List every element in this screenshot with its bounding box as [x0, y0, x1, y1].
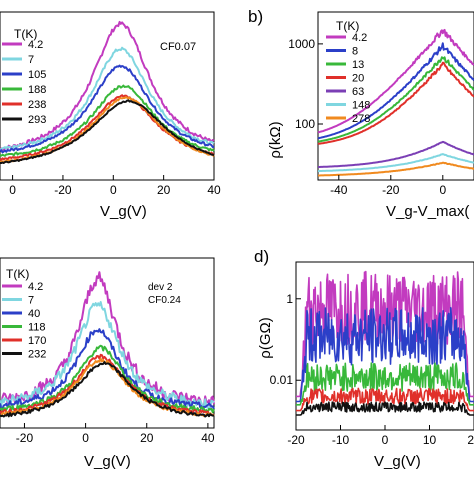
y-tick-label: 1000 — [288, 37, 315, 51]
series-line — [0, 361, 215, 418]
panel-c-x-ticks: -20 0 20 40 — [16, 423, 215, 445]
series-line — [295, 387, 474, 412]
x-tick-label: 20 — [467, 433, 474, 447]
y-tick-label: 0.01 — [270, 373, 294, 387]
x-tick-label: -20 — [16, 431, 34, 445]
panel-c-curves — [0, 271, 215, 418]
legend-label: 170 — [28, 335, 46, 347]
panel-b-y-label: ρ(kΩ) — [267, 121, 284, 158]
panel-b-curves — [317, 28, 474, 177]
panel-a-curves — [0, 20, 215, 164]
legend-label: 40 — [28, 308, 40, 320]
legend-label: 148 — [352, 100, 370, 112]
legend-label: 13 — [352, 59, 364, 71]
panel-b-ticks: -40 -20 0 1000 100 — [288, 37, 446, 197]
panel-d-curves — [295, 270, 474, 416]
panel-c-x-label: V_g(V) — [84, 453, 131, 470]
series-line — [317, 42, 474, 140]
panel-a-x-label: V_g(V) — [100, 203, 147, 220]
series-line — [0, 64, 215, 154]
legend-label: 8 — [352, 46, 358, 58]
x-tick-label: 0 — [439, 183, 446, 197]
panel-a-annotation: CF0.07 — [160, 41, 196, 53]
x-tick-label: 0 — [110, 183, 117, 197]
legend-label: 7 — [28, 54, 34, 66]
x-tick-label: -40 — [330, 183, 348, 197]
panel-a-legend-title: T(K) — [14, 27, 37, 41]
panel-c-legend-title: T(K) — [6, 267, 29, 281]
panel-d-ticks: -20 -10 0 10 20 1 0.01 — [270, 292, 474, 447]
legend-label: 118 — [28, 322, 46, 334]
series-line — [295, 362, 474, 406]
legend-label: 238 — [28, 99, 46, 111]
panel-a-legend: 4.2 7 105 188 238 293 — [2, 39, 46, 126]
x-tick-label: 10 — [423, 433, 437, 447]
panel-d: d) ρ(GΩ) -20 -10 0 10 20 1 0.01 V_g(V) — [254, 247, 474, 470]
series-line — [0, 20, 215, 151]
series-line — [295, 306, 474, 403]
panel-d-y-label: ρ(GΩ) — [257, 317, 274, 358]
x-tick-label: 20 — [157, 183, 171, 197]
y-tick-label: 1 — [286, 292, 293, 306]
legend-label: 20 — [352, 73, 364, 85]
legend-label: 4.2 — [28, 39, 43, 51]
panel-b-label: b) — [248, 7, 263, 26]
series-line — [317, 61, 474, 145]
x-tick-label: 0 — [9, 183, 16, 197]
series-line — [317, 140, 474, 168]
x-tick-label: 0 — [82, 431, 89, 445]
x-tick-label: -20 — [287, 433, 305, 447]
panel-c-frame — [0, 257, 215, 429]
legend-label: 4.2 — [352, 32, 367, 44]
x-tick-label: -20 — [54, 183, 72, 197]
panel-a: 0 -20 0 20 40 CF0.07 T(K) 4.2 7 105 188 238 293 V… — [0, 11, 221, 220]
x-tick-label: 20 — [140, 431, 154, 445]
series-line — [317, 161, 474, 177]
series-line — [317, 56, 474, 143]
x-tick-label: -20 — [382, 183, 400, 197]
legend-label: 4.2 — [28, 281, 43, 293]
legend-label: 232 — [28, 349, 46, 361]
series-line — [0, 99, 215, 164]
panel-b-x-label: V_g-V_max( — [386, 203, 469, 220]
series-line — [295, 401, 474, 416]
panel-d-label: d) — [254, 247, 269, 266]
panel-c-annotation-line2: CF0.24 — [148, 295, 181, 306]
legend-label: 63 — [352, 86, 364, 98]
series-line — [0, 328, 215, 410]
legend-label: 7 — [28, 295, 34, 307]
panel-b-frame — [317, 11, 474, 181]
series-line — [317, 28, 474, 134]
legend-label: 105 — [28, 69, 46, 81]
panel-d-x-label: V_g(V) — [374, 453, 421, 470]
panel-a-frame — [0, 11, 215, 181]
series-line — [317, 153, 474, 173]
legend-label: 188 — [28, 84, 46, 96]
legend-label: 278 — [352, 113, 370, 125]
legend-label: 293 — [28, 114, 46, 126]
panel-b-legend-title: T(K) — [336, 19, 359, 33]
y-tick-label: 100 — [295, 117, 315, 131]
series-line — [0, 46, 215, 151]
x-tick-label: 40 — [207, 183, 221, 197]
series-line — [0, 84, 215, 157]
x-tick-label: -10 — [332, 433, 350, 447]
panel-c-annotation-line1: dev 2 — [148, 282, 173, 293]
panel-a-x-ticks: 0 -20 0 20 40 — [9, 175, 221, 197]
x-tick-label: 0 — [382, 433, 389, 447]
x-tick-label: 40 — [201, 431, 215, 445]
